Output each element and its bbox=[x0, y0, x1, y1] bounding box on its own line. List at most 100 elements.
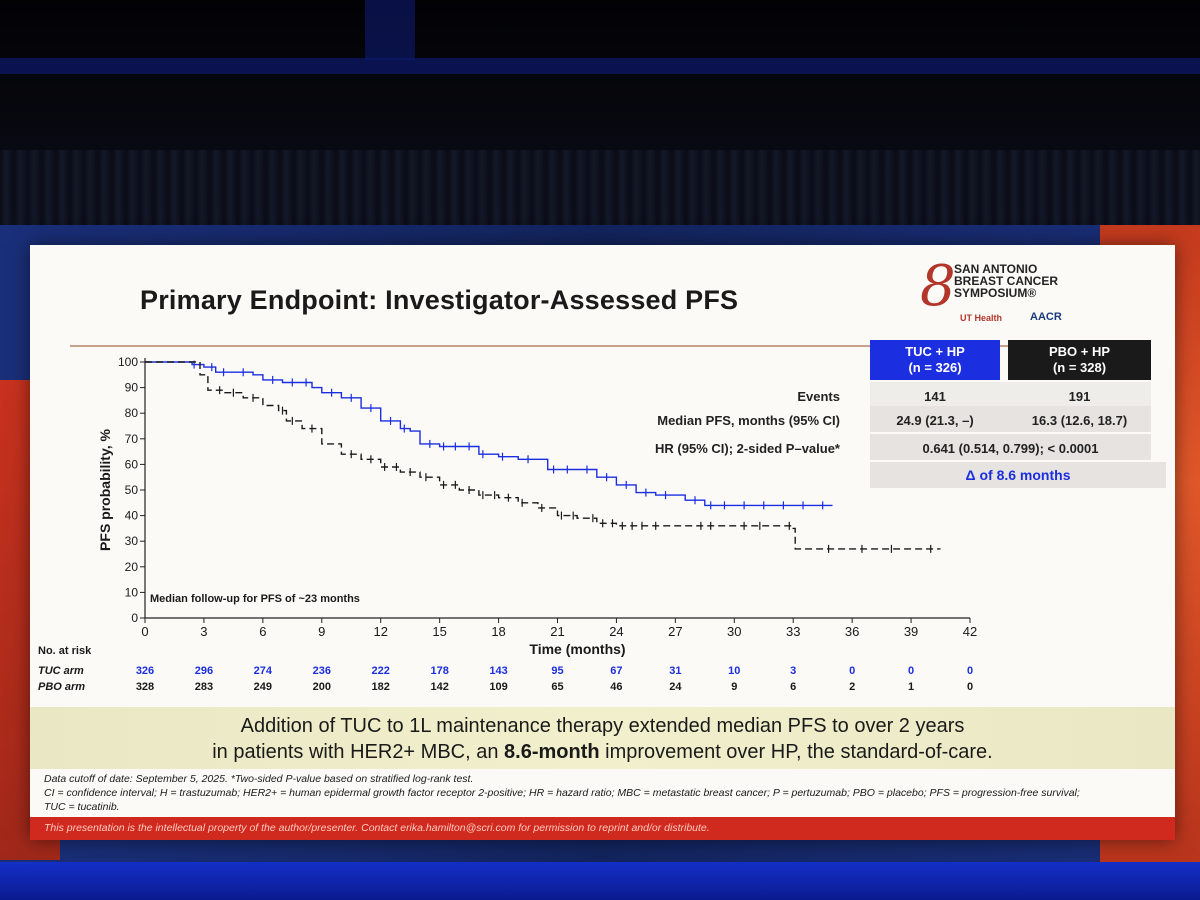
title-divider bbox=[70, 345, 1130, 347]
risk-value: 67 bbox=[610, 665, 623, 677]
x-tick-label: 15 bbox=[432, 624, 446, 639]
stats-row-label: HR (95% CI); 2-sided P–value* bbox=[655, 441, 840, 456]
tuc-header-line1: TUC + HP bbox=[905, 344, 965, 359]
risk-value: 10 bbox=[728, 665, 741, 677]
aacr-logo: AACR bbox=[1030, 311, 1062, 323]
risk-value: 143 bbox=[489, 665, 508, 677]
risk-value: 0 bbox=[966, 681, 974, 693]
x-tick-label: 27 bbox=[668, 624, 682, 639]
x-tick-label: 24 bbox=[609, 624, 623, 639]
tuc-header-line2: (n = 326) bbox=[908, 360, 962, 375]
y-tick-label: 80 bbox=[125, 406, 139, 420]
presentation-slide: Primary Endpoint: Investigator-Assessed … bbox=[30, 245, 1175, 840]
stage-curtain bbox=[0, 150, 1200, 230]
pbo-header-line1: PBO + HP bbox=[1048, 344, 1111, 359]
disclaimer-bar: This presentation is the intellectual pr… bbox=[30, 817, 1175, 840]
x-tick-label: 12 bbox=[373, 624, 387, 639]
risk-value: 46 bbox=[610, 681, 623, 693]
sabcs-logo-mark: 8 bbox=[920, 254, 956, 319]
y-tick-label: 60 bbox=[125, 457, 139, 471]
x-tick-label: 42 bbox=[963, 624, 977, 639]
risk-value: 178 bbox=[430, 665, 449, 677]
stats-row-hr: HR (95% CI); 2-sided P–value* 0.641 (0.5… bbox=[425, 434, 1155, 462]
ut-health-logo: UT Health bbox=[960, 313, 1003, 323]
x-axis-label: Time (months) bbox=[529, 641, 625, 657]
risk-value: 9 bbox=[731, 681, 738, 693]
y-tick-label: 90 bbox=[125, 381, 139, 395]
tuc-header: TUC + HP (n = 326) bbox=[870, 340, 1000, 380]
delta-badge: Δ of 8.6 months bbox=[870, 462, 1166, 488]
risk-value: 0 bbox=[908, 665, 915, 677]
slide-title: Primary Endpoint: Investigator-Assessed … bbox=[140, 285, 739, 315]
risk-value: 142 bbox=[430, 681, 449, 693]
stats-row-events: Events 141 191 bbox=[425, 382, 1155, 410]
x-tick-label: 36 bbox=[845, 624, 859, 639]
risk-value: 109 bbox=[489, 681, 508, 693]
risk-value: 24 bbox=[669, 681, 682, 693]
x-tick-label: 18 bbox=[491, 624, 505, 639]
risk-value: 95 bbox=[551, 665, 564, 677]
y-tick-label: 40 bbox=[125, 509, 139, 523]
risk-value: 283 bbox=[194, 681, 214, 693]
risk-value: 2 bbox=[849, 681, 856, 693]
y-tick-label: 10 bbox=[125, 585, 139, 599]
logo-line-3: SYMPOSIUM® bbox=[954, 286, 1037, 300]
risk-value: 274 bbox=[253, 665, 273, 677]
sabcs-logo: 8 SAN ANTONIO BREAST CANCER SYMPOSIUM® U… bbox=[920, 257, 1090, 337]
lighting-truss bbox=[0, 58, 1200, 74]
risk-value: 296 bbox=[194, 665, 214, 677]
risk-value: 1 bbox=[908, 681, 915, 693]
x-tick-label: 9 bbox=[318, 624, 325, 639]
logo-line-1: SAN ANTONIO bbox=[954, 262, 1038, 276]
risk-value: 65 bbox=[551, 681, 564, 693]
risk-value: 0 bbox=[849, 665, 856, 677]
logo-line-2: BREAST CANCER bbox=[954, 274, 1059, 288]
sabcs-logo-text: SAN ANTONIO BREAST CANCER SYMPOSIUM® bbox=[954, 263, 1058, 299]
median-pbo: 16.3 (12.6, 18.7) bbox=[1031, 413, 1128, 428]
followup-note: Median follow-up for PFS of ~23 months bbox=[150, 593, 360, 605]
risk-value: 3 bbox=[790, 665, 797, 677]
stats-row-label: Median PFS, months (95% CI) bbox=[657, 413, 840, 428]
risk-label-tuc: TUC arm bbox=[38, 665, 84, 677]
footnote-line-3: TUC = tucatinib. bbox=[44, 801, 120, 813]
risk-value: 6 bbox=[790, 681, 797, 693]
risk-label-pbo: PBO arm bbox=[38, 681, 86, 693]
y-tick-label: 0 bbox=[131, 611, 138, 625]
banner-line-2-bold: 8.6-month bbox=[504, 741, 600, 763]
y-tick-label: 30 bbox=[125, 534, 139, 548]
events-tuc: 141 bbox=[924, 389, 946, 404]
banner-line-2-pre: in patients with HER2+ MBC, an bbox=[212, 741, 505, 763]
risk-value: 328 bbox=[135, 681, 155, 693]
banner-line-1: Addition of TUC to 1L maintenance therap… bbox=[240, 715, 965, 737]
key-message-banner: Addition of TUC to 1L maintenance therap… bbox=[30, 707, 1175, 769]
risk-table-heading: No. at risk bbox=[38, 645, 92, 657]
risk-value: 236 bbox=[312, 665, 331, 677]
stage-floor bbox=[0, 862, 1200, 900]
risk-value: 326 bbox=[135, 665, 155, 677]
stats-row-median: Median PFS, months (95% CI) 24.9 (21.3, … bbox=[425, 406, 1155, 434]
y-axis-label: PFS probability, % bbox=[97, 429, 113, 551]
x-tick-label: 21 bbox=[550, 624, 564, 639]
risk-value: 31 bbox=[669, 665, 682, 677]
x-tick-label: 33 bbox=[786, 624, 800, 639]
risk-value: 200 bbox=[312, 681, 331, 693]
y-tick-label: 20 bbox=[125, 560, 139, 574]
median-tuc: 24.9 (21.3, –) bbox=[896, 413, 974, 428]
stats-table: TUC + HP (n = 326) PBO + HP (n = 328) Ev… bbox=[425, 340, 1166, 490]
footnote-line-1: Data cutoff of date: September 5, 2025. … bbox=[44, 773, 474, 785]
y-tick-label: 70 bbox=[125, 432, 139, 446]
pbo-header-line2: (n = 328) bbox=[1052, 360, 1107, 375]
hr-value: 0.641 (0.514, 0.799); < 0.0001 bbox=[922, 441, 1099, 456]
risk-value: 222 bbox=[371, 665, 390, 677]
km-curve-tuc bbox=[145, 361, 833, 507]
x-tick-label: 0 bbox=[141, 624, 148, 639]
km-curve-pbo bbox=[145, 361, 941, 550]
y-tick-label: 100 bbox=[118, 355, 138, 369]
footnote-line-2: CI = confidence interval; H = trastuzuma… bbox=[44, 787, 1080, 799]
pbo-header: PBO + HP (n = 328) bbox=[1008, 340, 1151, 380]
stats-row-label: Events bbox=[797, 389, 840, 404]
risk-value: 249 bbox=[253, 681, 273, 693]
banner-line-2: in patients with HER2+ MBC, an 8.6-month… bbox=[30, 741, 1175, 764]
banner-line-2-post: improvement over HP, the standard-of-car… bbox=[599, 741, 993, 763]
